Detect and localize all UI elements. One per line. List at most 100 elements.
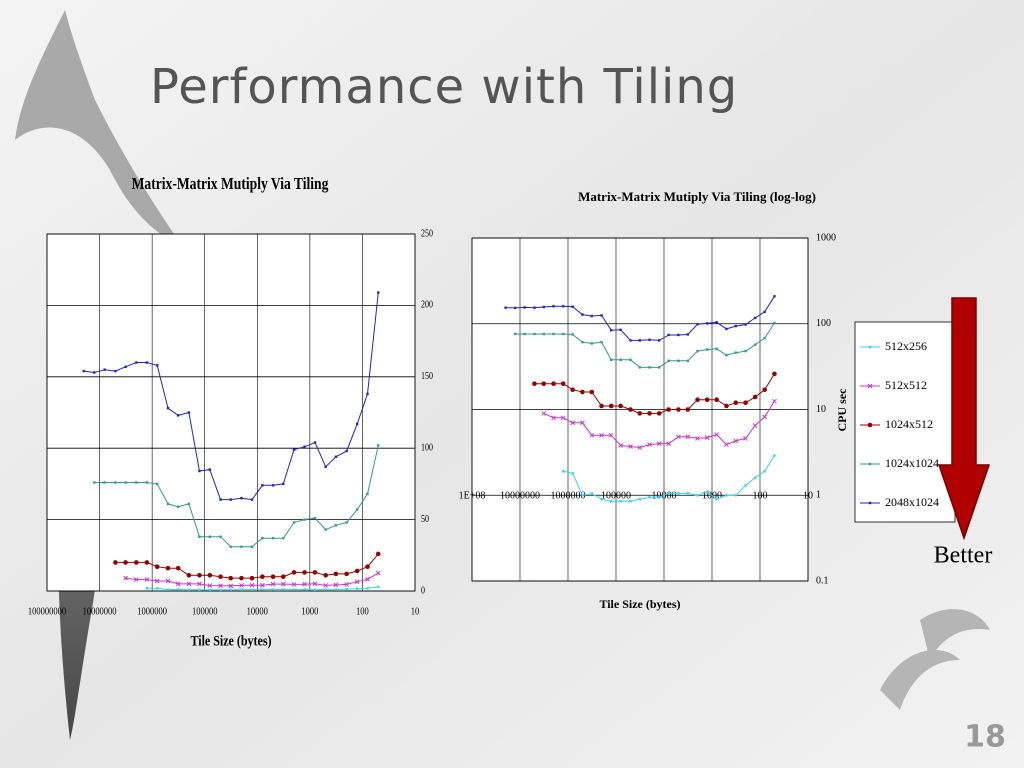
marker <box>250 545 254 548</box>
marker <box>705 490 709 493</box>
legend-label: 1024x512 <box>885 417 933 431</box>
marker <box>291 570 297 575</box>
marker <box>145 481 149 484</box>
marker <box>313 516 317 520</box>
y-tick-label: 100 <box>816 318 831 329</box>
marker <box>175 565 181 571</box>
marker <box>366 392 369 396</box>
marker <box>271 536 275 540</box>
marker <box>271 588 275 591</box>
marker <box>165 565 171 571</box>
marker <box>695 436 700 441</box>
plot-border <box>46 233 416 592</box>
x-tick-label: 100000 <box>192 607 218 618</box>
marker <box>744 349 747 353</box>
marker <box>249 582 255 588</box>
marker <box>365 576 370 582</box>
marker <box>282 536 285 540</box>
marker <box>324 588 327 591</box>
marker <box>135 361 138 364</box>
marker <box>186 581 192 587</box>
marker <box>686 333 689 336</box>
marker <box>239 583 244 588</box>
legend-marker <box>868 501 872 505</box>
marker <box>705 322 709 325</box>
marker <box>590 314 593 318</box>
marker <box>581 494 584 497</box>
marker <box>292 521 296 524</box>
legend-label: 2048x1024 <box>885 495 939 509</box>
marker <box>657 339 661 342</box>
marker <box>619 328 622 332</box>
marker <box>229 588 232 591</box>
marker <box>218 574 223 580</box>
legend-marker <box>867 383 873 389</box>
marker <box>156 364 159 367</box>
marker <box>334 588 338 591</box>
marker <box>240 588 243 591</box>
marker <box>647 411 652 416</box>
marker <box>198 535 201 538</box>
series-line <box>94 445 379 548</box>
marker <box>533 306 536 309</box>
marker <box>229 545 232 548</box>
marker <box>197 581 202 587</box>
y-tick-label: 0 <box>421 584 425 595</box>
marker <box>600 314 603 317</box>
marker <box>763 310 766 313</box>
marker <box>685 407 691 412</box>
marker <box>552 305 555 308</box>
arrow <box>937 297 991 541</box>
marker <box>772 398 777 404</box>
marker <box>648 366 651 369</box>
marker <box>744 484 747 487</box>
marker <box>773 454 776 457</box>
marker <box>166 502 170 506</box>
marker <box>589 389 595 395</box>
marker <box>218 583 223 589</box>
marker <box>345 587 348 591</box>
marker <box>637 411 643 416</box>
marker <box>133 577 139 582</box>
page-number: 18 <box>964 720 1006 755</box>
marker <box>123 560 128 565</box>
marker <box>344 571 349 577</box>
marker <box>686 492 689 495</box>
marker <box>187 502 191 506</box>
marker <box>705 348 709 351</box>
marker <box>513 332 517 336</box>
marker <box>734 324 737 328</box>
marker <box>219 498 222 501</box>
marker <box>752 394 758 400</box>
marker <box>239 575 244 581</box>
marker <box>375 551 381 557</box>
marker <box>609 500 613 503</box>
marker <box>282 588 285 591</box>
marker <box>734 351 737 354</box>
marker <box>355 422 359 426</box>
marker <box>676 407 681 412</box>
marker <box>666 441 672 446</box>
chart-title: Matrix-Matrix Mutiply Via Tiling <box>132 175 329 194</box>
marker <box>208 468 212 471</box>
marker <box>375 570 381 576</box>
marker <box>291 582 297 587</box>
marker <box>208 535 212 538</box>
marker <box>228 583 234 589</box>
marker <box>656 411 662 416</box>
marker <box>260 574 265 580</box>
marker <box>270 574 276 580</box>
marker <box>345 521 348 524</box>
marker <box>773 321 776 325</box>
marker <box>82 369 85 373</box>
marker <box>570 420 576 426</box>
marker <box>345 449 348 453</box>
marker <box>560 415 566 421</box>
slide-title: Performance with Tiling <box>150 59 738 115</box>
marker <box>552 332 555 336</box>
marker <box>240 496 243 500</box>
marker <box>323 583 329 588</box>
y-tick-label: 150 <box>421 370 433 381</box>
